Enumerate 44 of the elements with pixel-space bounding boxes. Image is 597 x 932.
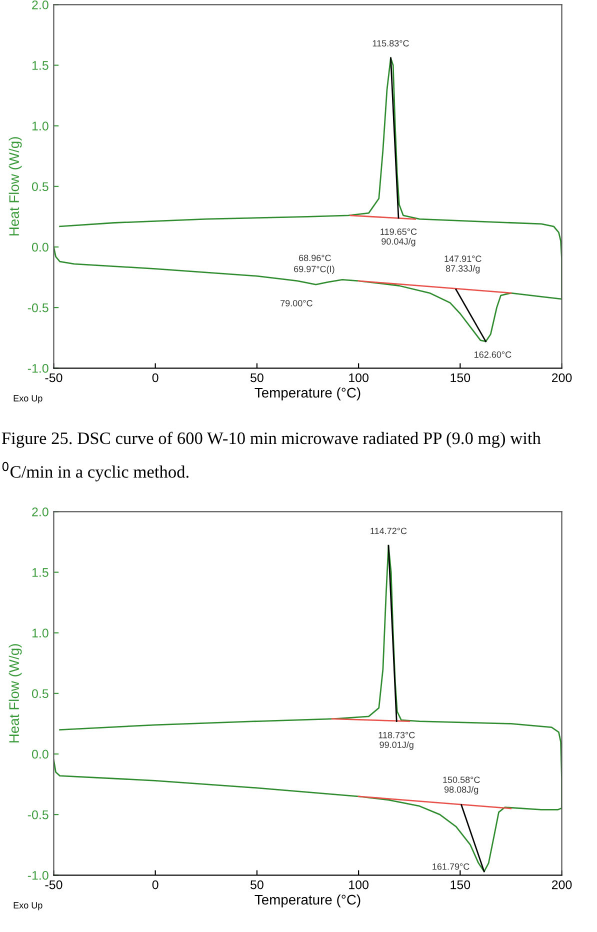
x-tick-label: 50 [250,880,264,890]
annotation: 161.79°C [432,863,470,870]
y-tick-label: 1.0 [32,628,48,638]
y-tick-label: 1.5 [32,61,48,70]
x-tick-label: 200 [552,880,572,890]
x-tick-label: 50 [250,373,264,382]
x-axis-title: Temperature (°C) [254,894,360,908]
x-tick-label: 100 [349,880,368,890]
x-tick-label: 0 [152,373,158,382]
x-tick-label: -50 [45,373,62,382]
annotation: 69.97°C(I) [294,266,334,274]
y-tick-label: 0.5 [32,182,48,192]
x-tick-label: -50 [45,880,62,890]
x-axis-title: Temperature (°C) [254,387,360,400]
text: Exo Up [14,395,42,404]
x-tick-label: 0 [152,880,158,890]
x-tick-label: 200 [552,373,572,382]
annotation: 79.00°C [280,300,312,306]
y-axis-title: Heat Flow (W/g) [8,644,22,742]
y-tick-label: 1.0 [32,122,48,130]
annotation: 162.60°C [474,351,512,358]
y-tick-label: 0.0 [32,242,48,252]
annotation: 118.73°C 99.01J/g [378,732,415,750]
y-tick-label: 1.5 [32,568,48,577]
y-tick-label: -1.0 [28,870,48,880]
annotation: 114.72°C [370,528,407,534]
x-tick-label: 150 [450,373,470,382]
annotation: 150.58°C 98.08J/g [443,776,480,794]
y-tick-label: -0.5 [28,810,48,820]
y-tick-label: 2.0 [32,0,48,10]
x-tick-label: 100 [349,373,368,382]
annotation: 115.83°C [372,40,409,47]
annotation: 68.96°C [299,254,331,262]
y-tick-label: 2.0 [32,507,48,516]
annotation: 119.65°C 90.04J/g [380,228,417,246]
y-tick-label: -0.5 [28,303,48,312]
text: Exo Up [14,902,42,910]
y-axis-title: Heat Flow (W/g) [8,137,22,236]
caption: Figure 25. DSC curve of 600 W-10 min microwave radiated PP (9.0 mg) with $^{0}$C/min in a cyclic method. [2,432,541,482]
y-tick-label: -1.0 [28,364,48,373]
y-tick-label: 0.5 [32,689,48,698]
y-tick-label: 0.0 [32,750,48,759]
x-tick-label: 150 [450,880,470,890]
annotation: 147.91°C 87.33J/g [444,256,482,274]
